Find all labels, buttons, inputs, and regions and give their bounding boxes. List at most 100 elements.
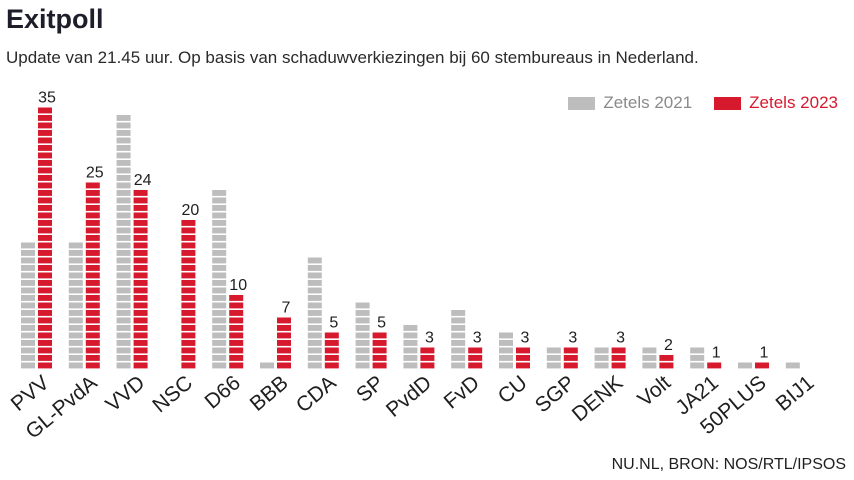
seat-block [38, 280, 52, 286]
seat-block [611, 355, 626, 361]
seat-block [499, 340, 513, 346]
seat-block [212, 317, 227, 324]
category-label-nsc: NSC [148, 371, 197, 417]
seat-block [85, 287, 100, 294]
seat-block [116, 190, 131, 196]
bar-2021-sgp [546, 347, 561, 369]
seat-block [133, 235, 148, 241]
seat-block [546, 362, 561, 369]
seat-block [212, 310, 227, 316]
seat-block [85, 190, 100, 196]
seat-block [116, 182, 131, 189]
seat-block [85, 205, 100, 211]
category-label-pvdd: PvdD [382, 371, 436, 422]
seat-block [229, 355, 244, 361]
seat-block [38, 212, 52, 219]
seat-block [21, 355, 35, 361]
seat-block [116, 220, 131, 226]
seat-block [451, 317, 466, 324]
seat-block [116, 287, 131, 294]
seat-block [181, 265, 196, 271]
seat-block [21, 347, 35, 354]
bar-2023-volt [659, 355, 674, 369]
seat-block [181, 220, 196, 226]
seat-block [594, 362, 609, 369]
seat-block [181, 257, 196, 264]
seat-block [324, 362, 339, 369]
seat-block [116, 130, 131, 136]
data-label-pvdd: 3 [425, 330, 434, 347]
seat-block [21, 362, 35, 369]
seat-block [324, 332, 339, 339]
seat-block [307, 340, 322, 346]
seat-block [68, 265, 83, 271]
seat-block [277, 340, 291, 346]
seat-block [85, 257, 100, 264]
seat-block [85, 197, 100, 204]
seat-block [594, 347, 609, 354]
seat-block [133, 347, 148, 354]
seat-block [499, 332, 513, 339]
seat-block [116, 137, 131, 144]
seat-block [133, 362, 148, 369]
data-label-vvd: 24 [134, 172, 152, 189]
seat-block [181, 287, 196, 294]
seat-block [611, 362, 626, 369]
seat-block [38, 347, 52, 354]
seat-block [355, 340, 370, 346]
seat-block [307, 265, 322, 271]
seat-block [355, 302, 370, 309]
legend-item-2021: Zetels 2021 [568, 93, 692, 113]
seat-block [307, 347, 322, 354]
seat-block [181, 317, 196, 324]
bar-2021-d66 [212, 190, 227, 369]
seat-block [21, 302, 35, 309]
seat-block [38, 287, 52, 294]
seat-block [68, 272, 83, 279]
seat-block [451, 325, 466, 331]
bar-2023-ja21 [707, 362, 722, 369]
bar-2023-fvd [468, 347, 483, 369]
seat-block [690, 362, 705, 369]
seat-block [212, 257, 227, 264]
seat-block [324, 355, 339, 361]
seat-block [133, 227, 148, 234]
seat-block [38, 190, 52, 196]
data-label-sp: 5 [377, 315, 386, 332]
legend-label-2023: Zetels 2023 [749, 93, 838, 112]
seat-block [181, 355, 196, 361]
seat-block [307, 317, 322, 324]
seat-block [212, 190, 227, 196]
seat-block [85, 295, 100, 301]
seat-block [38, 317, 52, 324]
seat-block [181, 235, 196, 241]
seat-block [642, 347, 657, 354]
seat-block [372, 347, 387, 354]
seat-block [212, 332, 227, 339]
bar-2023-pvv [38, 107, 52, 369]
seat-block [212, 220, 227, 226]
bar-2023-gl-pvda [85, 182, 100, 369]
seat-block [229, 302, 244, 309]
seat-block [116, 302, 131, 309]
seat-block [212, 287, 227, 294]
seat-block [21, 295, 35, 301]
seat-block [21, 280, 35, 286]
seat-block [85, 317, 100, 324]
seat-block [229, 295, 244, 301]
seat-block [68, 362, 83, 369]
bar-2021-vvd [116, 115, 131, 369]
seat-block [68, 355, 83, 361]
seat-block [85, 212, 100, 219]
seat-block [116, 167, 131, 174]
seat-block [212, 295, 227, 301]
seat-block [307, 280, 322, 286]
seat-block [451, 362, 466, 369]
bar-2023-d66 [229, 295, 244, 369]
bar-2021-volt [642, 347, 657, 369]
seat-block [420, 362, 435, 369]
category-label-fvd: FvD [440, 371, 484, 413]
seat-block [38, 257, 52, 264]
seat-block [181, 362, 196, 369]
seat-block [116, 355, 131, 361]
